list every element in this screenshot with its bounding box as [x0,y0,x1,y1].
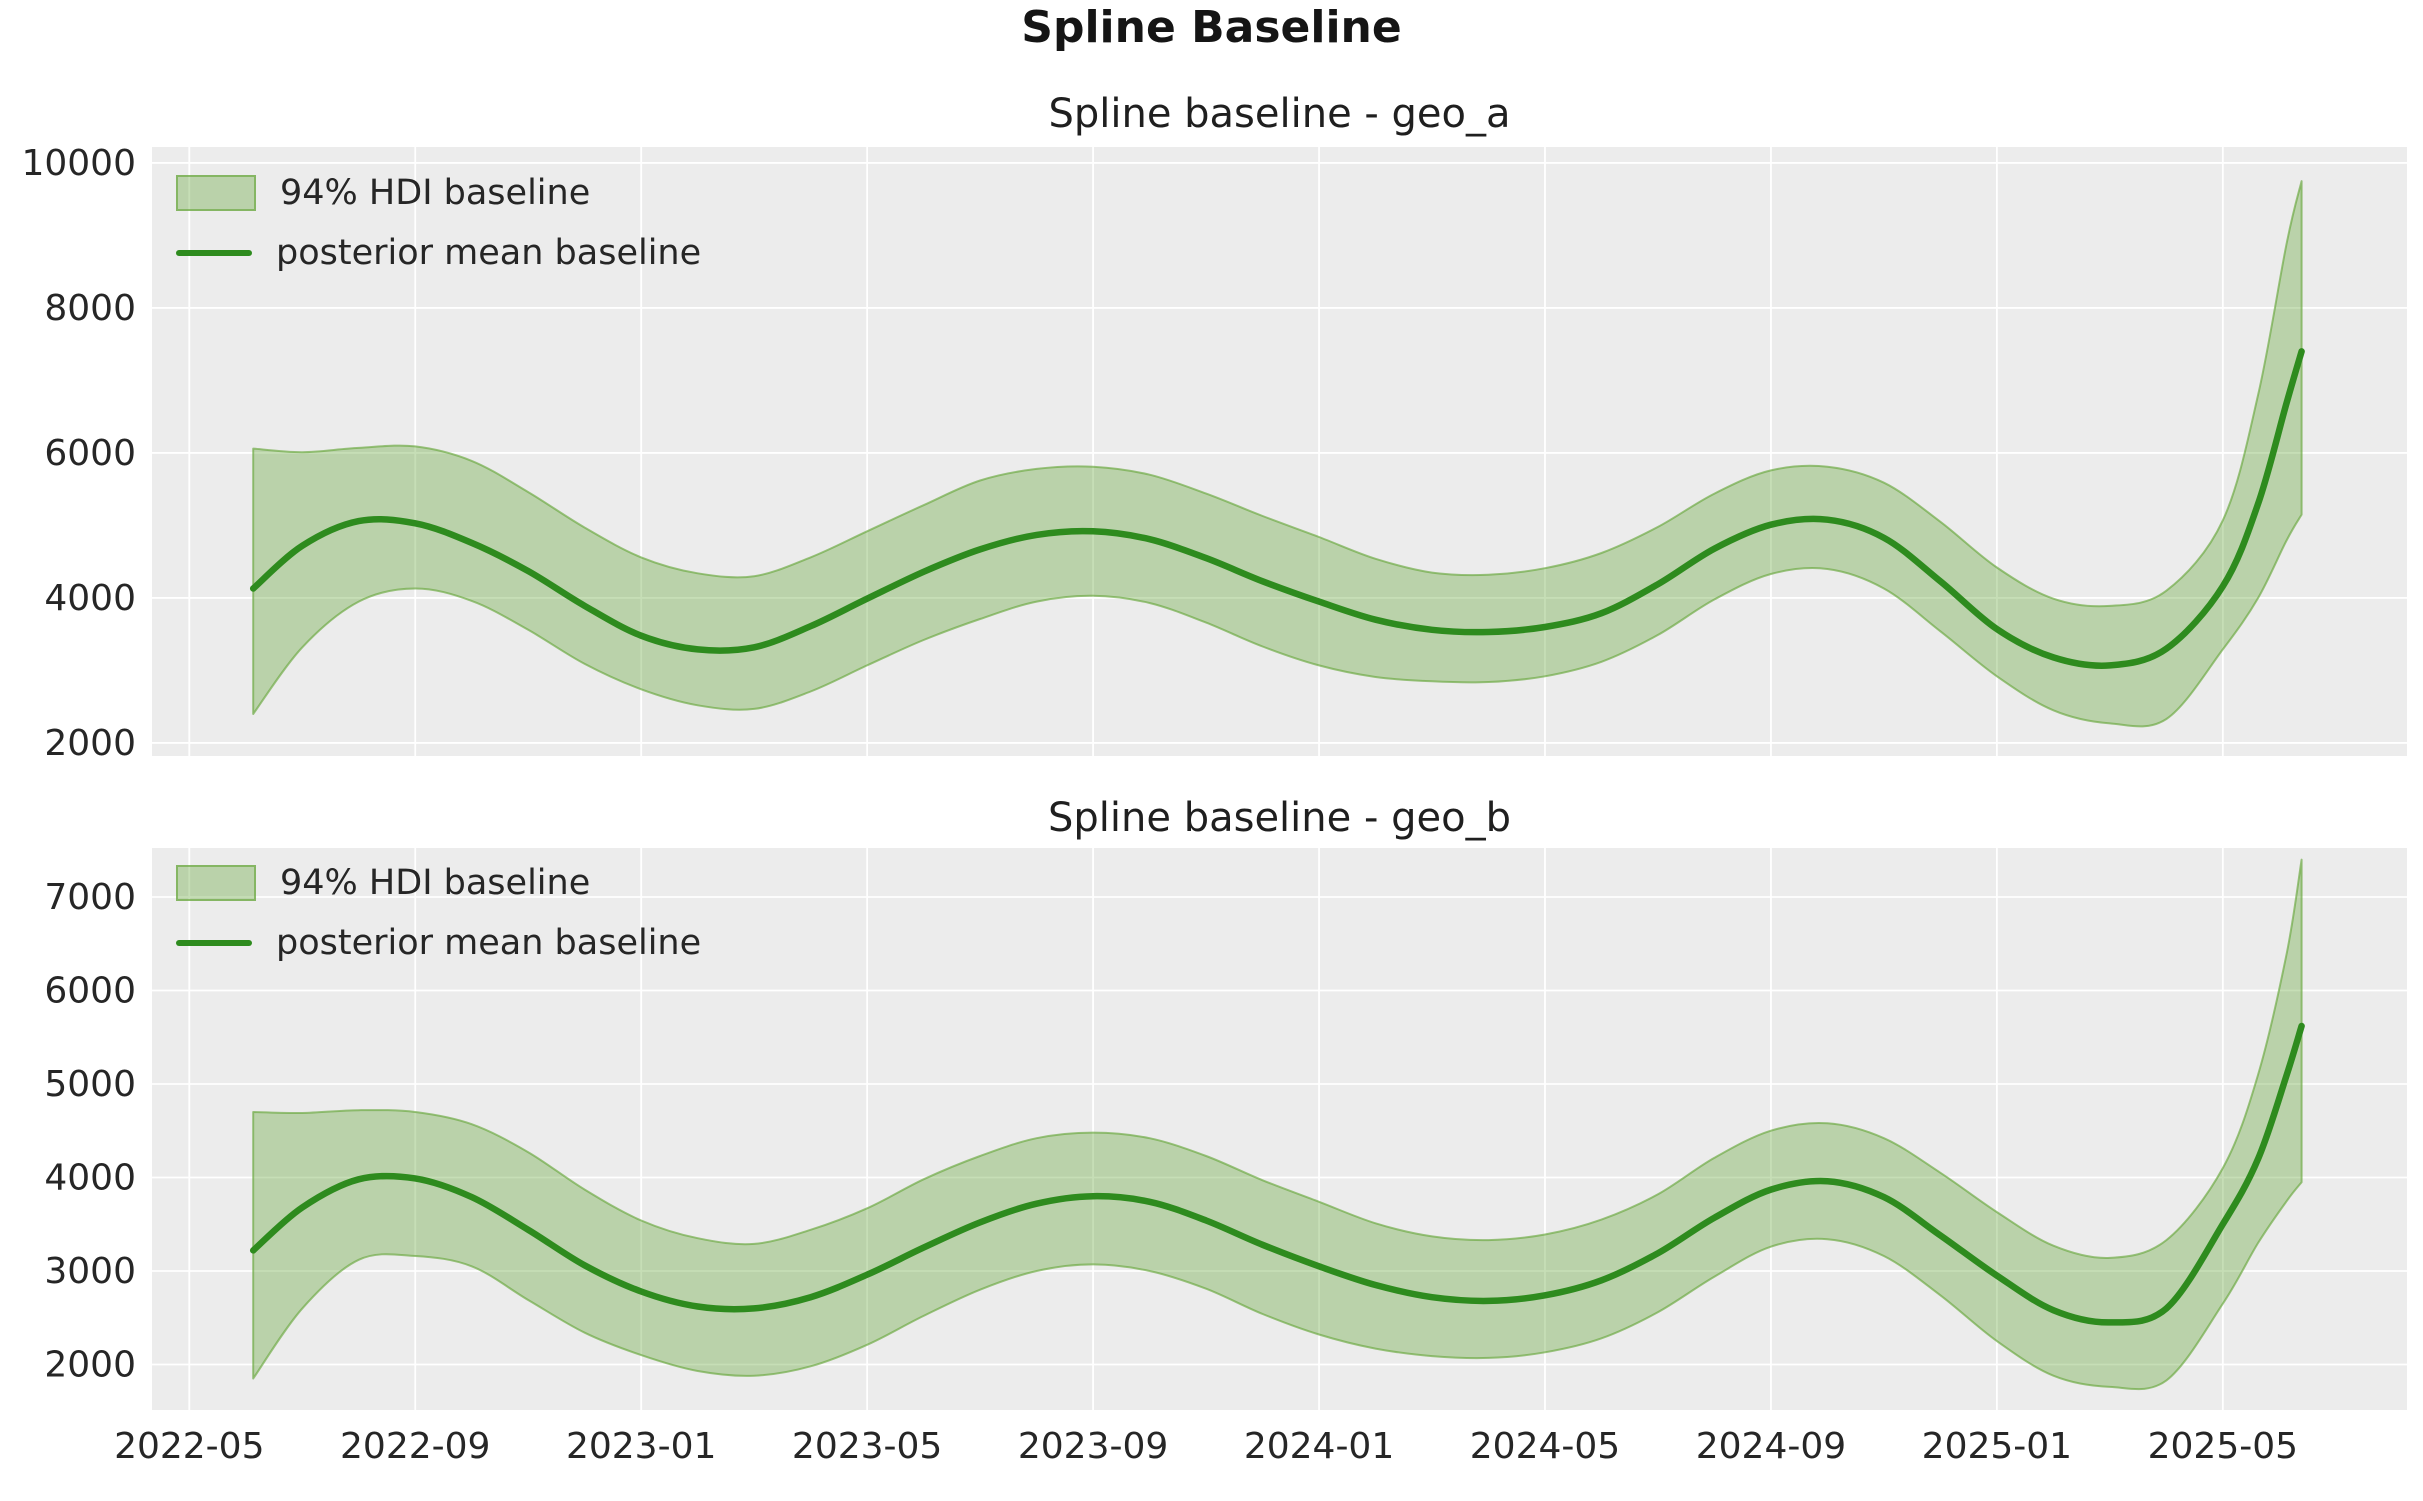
x-tick-label: 2023-09 [1018,1426,1168,1467]
x-tick-label: 2024-05 [1470,1426,1620,1467]
hdi-band-swatch [176,175,256,211]
x-tick-label: 2023-05 [792,1426,942,1467]
y-tick-label: 4000 [44,578,136,619]
legend-label-mean: posterior mean baseline [276,233,702,273]
x-tick-label: 2023-01 [566,1426,716,1467]
x-tick-label: 2022-05 [114,1426,264,1467]
plot-area-geo_b [152,848,2407,1410]
x-tick-label: 2022-09 [340,1426,490,1467]
x-tick-label: 2025-05 [2148,1426,2298,1467]
y-tick-label: 6000 [44,433,136,474]
figure-title: Spline Baseline [1021,2,1402,53]
y-tick-label: 2000 [44,723,136,756]
subplot-title-geo_a: Spline baseline - geo_a [1048,91,1511,137]
y-tick-label: 4000 [44,1157,136,1198]
y-tick-label: 7000 [44,877,136,918]
y-tick-label: 5000 [44,1064,136,1105]
y-tick-label: 3000 [44,1251,136,1292]
posterior-mean-line-geo_a [249,348,2305,669]
y-tick-label: 10000 [21,147,136,184]
x-tick-label: 2024-09 [1696,1426,1846,1467]
hdi-band-geo_b [252,858,2303,1391]
mean-line-swatch [176,940,252,946]
x-tick-label: 2024-01 [1244,1426,1394,1467]
x-tick-label: 2025-01 [1922,1426,2072,1467]
legend-entry-mean: posterior mean baseline [176,920,701,966]
plot-area-geo_a [152,147,2407,756]
hdi-band-geo_a [252,180,2303,728]
posterior-mean-line-geo_b [249,1022,2305,1326]
hdi-band-swatch [176,865,256,901]
mean-line-swatch [176,250,252,256]
legend-geo_b: 94% HDI baseline posterior mean baseline [176,860,701,966]
subplot-title-geo_b: Spline baseline - geo_b [1048,795,1511,841]
y-tick-label: 6000 [44,970,136,1011]
y-tick-label: 2000 [44,1344,136,1385]
legend-entry-hdi: 94% HDI baseline [176,860,701,906]
legend-label-hdi: 94% HDI baseline [280,863,591,903]
chart-geo_b: 2022-05 2022-09 2023-01 2023-05 2023-09 2024-… [44,848,2407,1467]
legend-label-mean: posterior mean baseline [276,923,702,963]
legend-entry-hdi: 94% HDI baseline [176,170,701,216]
legend-entry-mean: posterior mean baseline [176,230,701,276]
legend-label-hdi: 94% HDI baseline [280,173,591,213]
y-tick-label: 8000 [44,288,136,329]
legend-geo_a: 94% HDI baseline posterior mean baseline [176,170,701,276]
chart-geo_a: 2000 4000 6000 8000 10000 [21,147,2407,756]
